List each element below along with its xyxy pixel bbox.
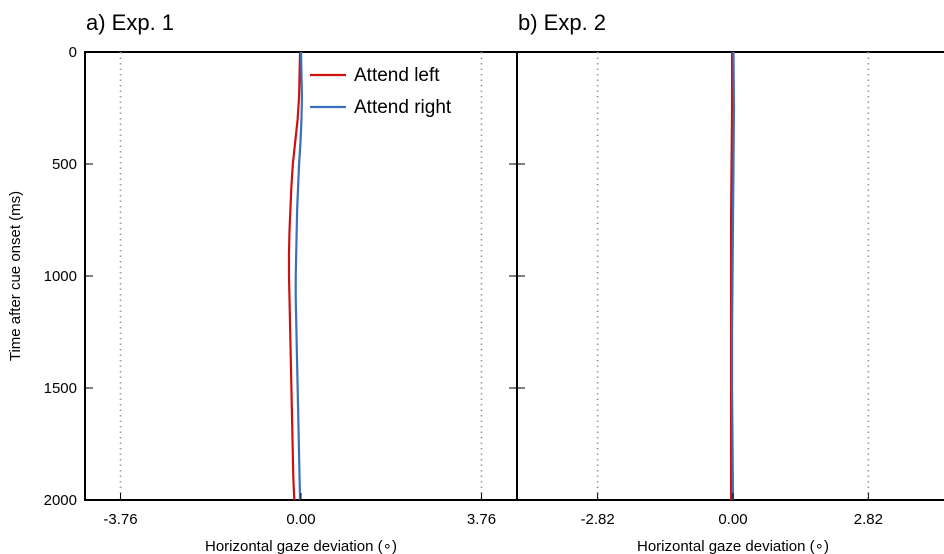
ytick-label-1: 500 <box>52 156 77 173</box>
ytick-label-2: 1000 <box>44 268 77 285</box>
ytick-label-3: 1500 <box>44 380 77 397</box>
panel-a-xticks: -3.76 0.00 3.76 <box>103 493 496 528</box>
panel-b-xtick-label-1: 0.00 <box>718 511 747 528</box>
panel-a-line-attend-right <box>294 51 304 501</box>
panel-a-xlabel: Horizontal gaze deviation (∘) <box>205 538 397 554</box>
panel-a-yticks: 0 500 1000 1500 2000 <box>44 44 93 509</box>
legend-label-attend-left: Attend left <box>354 65 440 86</box>
panel-b-xlabel: Horizontal gaze deviation (∘) <box>637 538 829 554</box>
panel-b-xtick-label-2: 2.82 <box>854 511 883 528</box>
panel-b-title: b) Exp. 2 <box>518 10 606 35</box>
ylabel: Time after cue onset (ms) <box>7 191 24 361</box>
panel-b: -2.82 0.00 2.82 Horizontal gaze deviation … <box>509 51 944 554</box>
legend-label-attend-right: Attend right <box>354 97 452 118</box>
panel-b-line-attend-right <box>730 51 736 501</box>
panel-a-series <box>287 51 304 501</box>
panel-a-line-attend-left <box>287 51 302 501</box>
panel-a-xtick-label-0: -3.76 <box>103 511 137 528</box>
panel-b-line-attend-left <box>729 52 734 500</box>
panel-a-xtick-label-1: 0.00 <box>286 511 315 528</box>
panel-a-xtick-label-2: 3.76 <box>467 511 496 528</box>
panel-b-xtick-label-0: -2.82 <box>581 511 615 528</box>
panel-b-xticks: -2.82 0.00 2.82 <box>581 493 883 528</box>
panel-a: -3.76 0.00 3.76 0 500 1000 1500 2000 Horizonta… <box>7 44 518 554</box>
ytick-label-4: 2000 <box>44 492 77 509</box>
panel-b-yticks <box>509 163 525 389</box>
ytick-label-0: 0 <box>69 44 77 61</box>
panel-b-series <box>729 51 736 501</box>
panel-a-title: a) Exp. 1 <box>86 10 174 35</box>
legend: Attend left Attend right <box>310 65 452 118</box>
